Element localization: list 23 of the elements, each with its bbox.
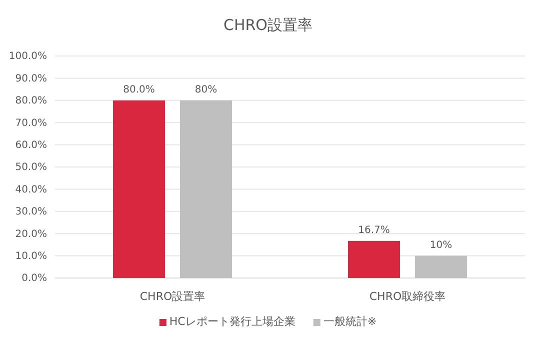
y-tick-label: 100.0% (8, 51, 47, 62)
y-tick-label: 60.0% (15, 140, 47, 151)
y-tick-label: 20.0% (15, 228, 47, 240)
chart-title: CHRO設置率 (224, 16, 312, 34)
y-tick-label: 70.0% (15, 118, 47, 129)
data-label: 80.0% (123, 84, 155, 96)
data-label: 10% (430, 240, 452, 251)
y-tick-label: 90.0% (15, 73, 47, 84)
legend-label: 一般統計※ (323, 315, 377, 328)
bar (415, 256, 467, 278)
y-tick-label: 80.0% (15, 96, 47, 107)
y-tick-label: 40.0% (15, 184, 47, 196)
y-tick-label: 10.0% (15, 251, 47, 262)
legend-label: HCレポート発行上場企業 (169, 315, 296, 328)
data-label: 80% (194, 84, 218, 96)
data-label: 16.7% (358, 224, 390, 236)
y-tick-label: 30.0% (15, 206, 47, 218)
bar (113, 100, 165, 278)
y-tick-label: 50.0% (15, 162, 47, 174)
x-tick-label: CHRO取締役率 (369, 290, 446, 303)
bar (348, 240, 400, 278)
y-tick-label: 0.0% (22, 273, 47, 284)
bar (180, 100, 232, 278)
